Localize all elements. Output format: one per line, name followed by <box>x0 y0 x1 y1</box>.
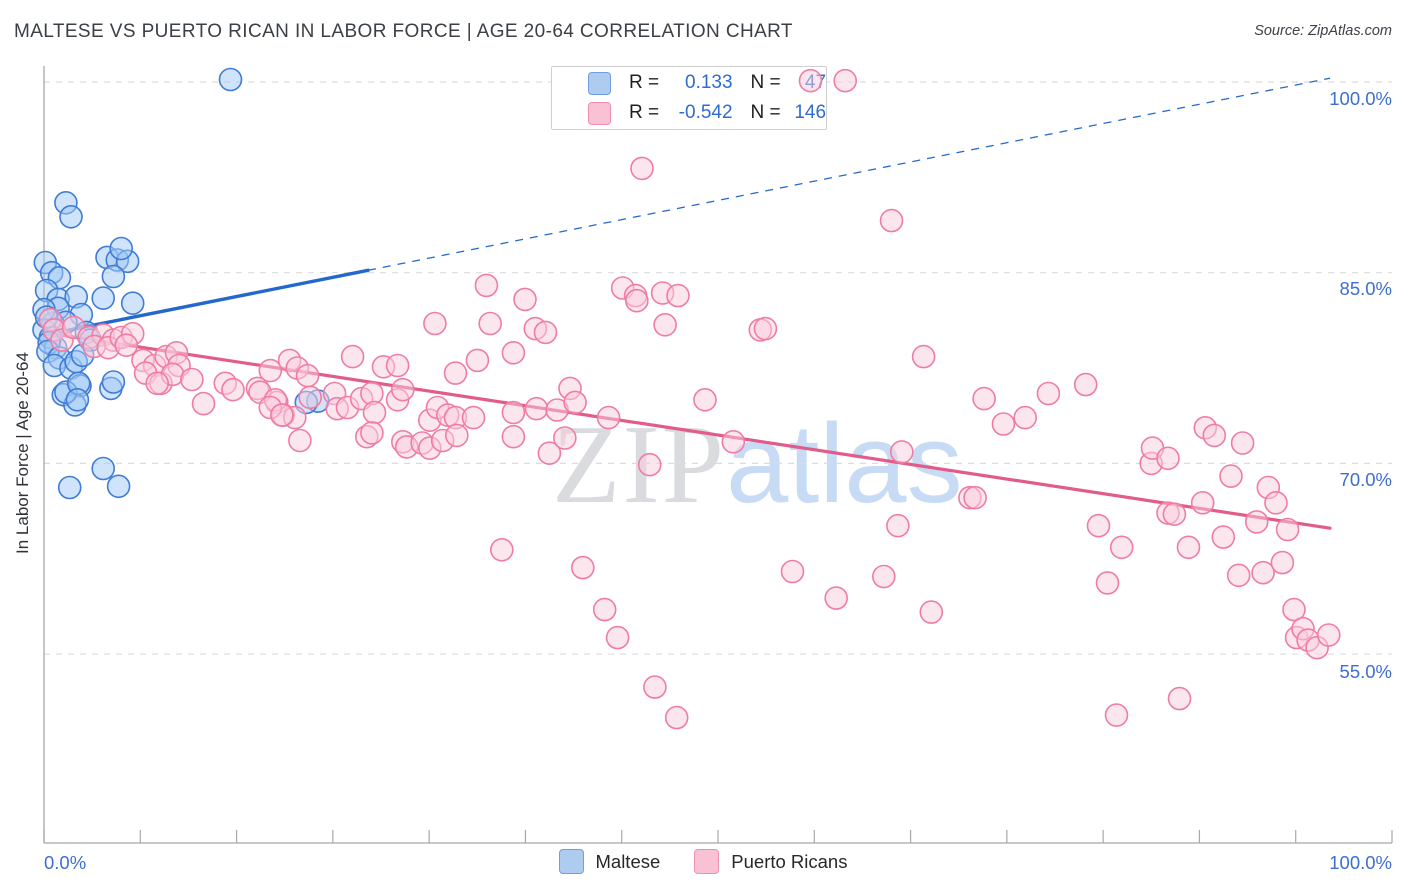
maltese-r-value: 0.133 <box>685 72 733 93</box>
x-axis-label-max: 100.0% <box>1329 852 1392 873</box>
puerto-ricans-legend-swatch <box>694 849 720 874</box>
y-tick-label-85: 85.0% <box>1339 278 1392 299</box>
puerto-ricans-r-value: -0.542 <box>678 102 733 123</box>
source-attribution: Source: ZipAtlas.com <box>1254 23 1392 39</box>
legend-item-maltese[interactable]: Maltese <box>558 849 661 874</box>
legend-item-puerto-ricans[interactable]: Puerto Ricans <box>694 849 847 874</box>
maltese-swatch <box>588 71 611 95</box>
n-label: N = <box>750 102 781 123</box>
maltese-legend-swatch <box>558 849 584 874</box>
y-tick-label-100: 100.0% <box>1329 88 1392 109</box>
n-label: N = <box>750 72 781 93</box>
page-title: MALTESE VS PUERTO RICAN IN LABOR FORCE |… <box>14 21 793 42</box>
y-tick-label-55: 55.0% <box>1339 661 1392 682</box>
puerto-ricans-legend-label: Puerto Ricans <box>731 850 848 872</box>
y-tick-label-70: 70.0% <box>1339 469 1392 490</box>
series-legend: Maltese Puerto Ricans <box>0 849 1406 874</box>
puerto-ricans-n-value: 146 <box>794 102 827 123</box>
puerto-ricans-swatch <box>588 101 611 125</box>
r-label: R = <box>629 72 660 93</box>
correlation-stats-box: R = 0.133 N = 47 R = -0.542 N = 146 <box>551 66 827 130</box>
maltese-stats-row: R = 0.133 N = 47 <box>552 70 826 96</box>
x-axis-label-min: 0.0% <box>44 852 87 873</box>
r-label: R = <box>629 102 660 123</box>
maltese-n-value: 47 <box>804 72 827 93</box>
maltese-legend-label: Maltese <box>595 850 661 872</box>
puerto-ricans-stats-row: R = -0.542 N = 146 <box>552 100 826 126</box>
